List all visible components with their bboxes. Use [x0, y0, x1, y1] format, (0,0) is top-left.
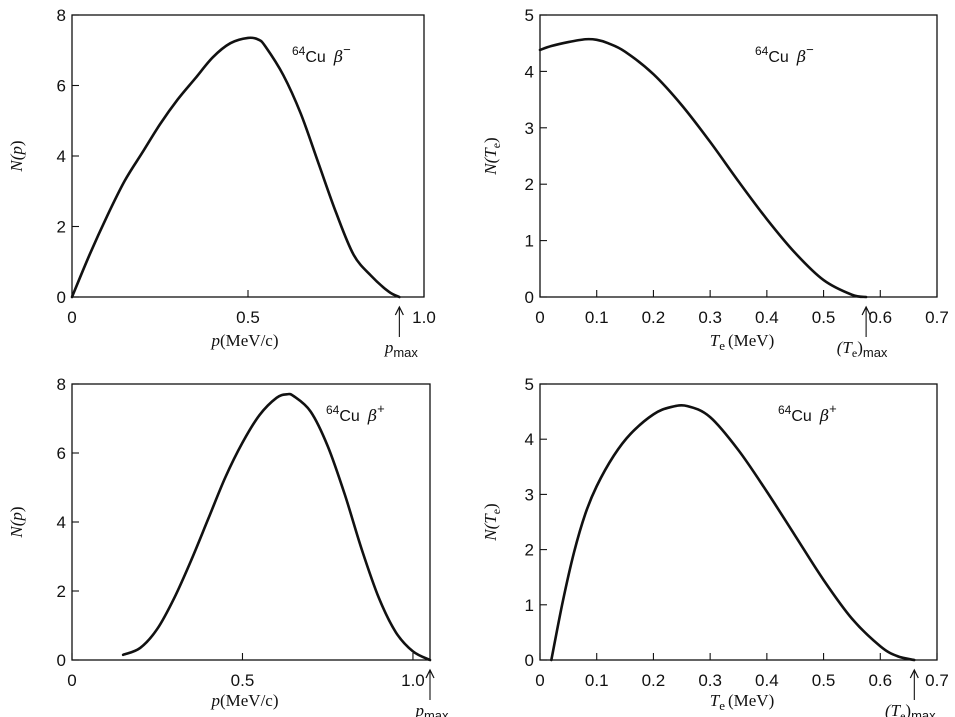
x-tick-label: 0 [535, 671, 544, 690]
y-tick-label: 6 [57, 444, 66, 463]
x-tick-label: 0.6 [868, 308, 892, 327]
spectrum-curve [538, 37, 868, 299]
y-tick-label: 1 [525, 596, 534, 615]
y-tick-label: 3 [525, 119, 534, 138]
x-tick-label: 0.4 [755, 671, 779, 690]
x-tick-label: 1.0 [401, 671, 425, 690]
y-tick-label: 0 [57, 288, 66, 307]
x-tick-label: 0 [67, 308, 76, 327]
x-tick-label: 0.7 [925, 671, 949, 690]
y-tick-label: 6 [57, 77, 66, 96]
spectrum-curve [70, 36, 401, 299]
x-tick-label: 0.5 [231, 671, 255, 690]
y-tick-label: 2 [57, 582, 66, 601]
y-tick-label: 5 [525, 375, 534, 394]
x-tick-label: 0.3 [698, 671, 722, 690]
y-tick-label: 2 [525, 541, 534, 560]
chart-panel-3: 0 0.5 1.0 0 2 4 6 8 64Cu β+ p(MeV/c) N(p) pmax [7, 375, 449, 717]
x-tick-label: 0.5 [812, 308, 836, 327]
y-tick-label: 4 [57, 513, 66, 532]
y-tick-label: 8 [57, 375, 66, 394]
plot-frame [539, 14, 938, 298]
y-tick-label: 2 [57, 218, 66, 237]
y-axis-label: N(p) [7, 506, 26, 538]
y-tick-label: 8 [57, 6, 66, 25]
x-tick-label: 1.0 [412, 308, 436, 327]
y-tick-label: 0 [525, 651, 534, 670]
x-tick-label: 0.5 [812, 671, 836, 690]
x-tick-label: 0.1 [585, 308, 609, 327]
isotope-annotation: 64Cu β− [755, 42, 814, 66]
y-tick-label: 0 [57, 651, 66, 670]
chart-panel-1: 0 0.5 1.0 0 2 4 6 8 64Cu β− p(MeV/c) N(p) pmax [7, 6, 436, 360]
y-tick-label: 4 [525, 62, 534, 81]
x-axis-label: p(MeV/c) [210, 331, 278, 350]
y-tick-label: 5 [525, 6, 534, 25]
x-axis-label: Te (MeV) [710, 331, 775, 353]
x-tick-label: 0.1 [585, 671, 609, 690]
x-axis-label: Te (MeV) [710, 691, 775, 713]
endpoint-arrow-head [909, 668, 919, 679]
x-tick-label: 0.2 [642, 308, 666, 327]
plot-frame [539, 383, 938, 661]
y-tick-label: 3 [525, 485, 534, 504]
x-tick-label: 0.3 [698, 308, 722, 327]
x-tick-label: 0 [67, 671, 76, 690]
endpoint-label: pmax [414, 701, 449, 717]
plot-frame [71, 14, 425, 298]
x-tick-label: 0.4 [755, 308, 779, 327]
endpoint-label: pmax [384, 338, 419, 360]
x-tick-label: 0.6 [868, 671, 892, 690]
y-tick-label: 4 [525, 430, 534, 449]
isotope-annotation: 64Cu β+ [778, 401, 837, 425]
y-tick-label: 1 [525, 232, 534, 251]
y-axis-label: N(p) [7, 140, 26, 172]
isotope-annotation: 64Cu β− [292, 42, 351, 66]
endpoint-arrow-head [394, 305, 404, 316]
chart-panel-2: 0 0.1 0.2 0.3 0.4 0.5 0.6 0.7 0 1 2 3 4 5 64Cu β− Te (Me… [481, 6, 949, 360]
x-tick-label: 0 [535, 308, 544, 327]
x-tick-label: 0.5 [236, 308, 260, 327]
x-tick-label: 0.2 [642, 671, 666, 690]
chart-panel-4: 0 0.1 0.2 0.3 0.4 0.5 0.6 0.7 0 1 2 3 4 5 64Cu β+ Te (Me… [481, 375, 949, 717]
endpoint-label: (Te)max [837, 338, 888, 360]
spectrum-curve [550, 404, 916, 662]
spectrum-curve [121, 392, 432, 662]
endpoint-arrow-head [861, 305, 871, 316]
y-axis-label: N(Te) [481, 137, 503, 175]
y-tick-label: 2 [525, 175, 534, 194]
y-axis-label: N(Te) [481, 503, 503, 541]
isotope-annotation: 64Cu β+ [326, 401, 385, 425]
x-tick-label: 0.7 [925, 308, 949, 327]
y-tick-label: 4 [57, 147, 66, 166]
endpoint-arrow-head [425, 668, 435, 679]
x-axis-label: p(MeV/c) [210, 691, 278, 710]
y-tick-label: 0 [525, 288, 534, 307]
endpoint-label: (Te)max [885, 701, 936, 717]
